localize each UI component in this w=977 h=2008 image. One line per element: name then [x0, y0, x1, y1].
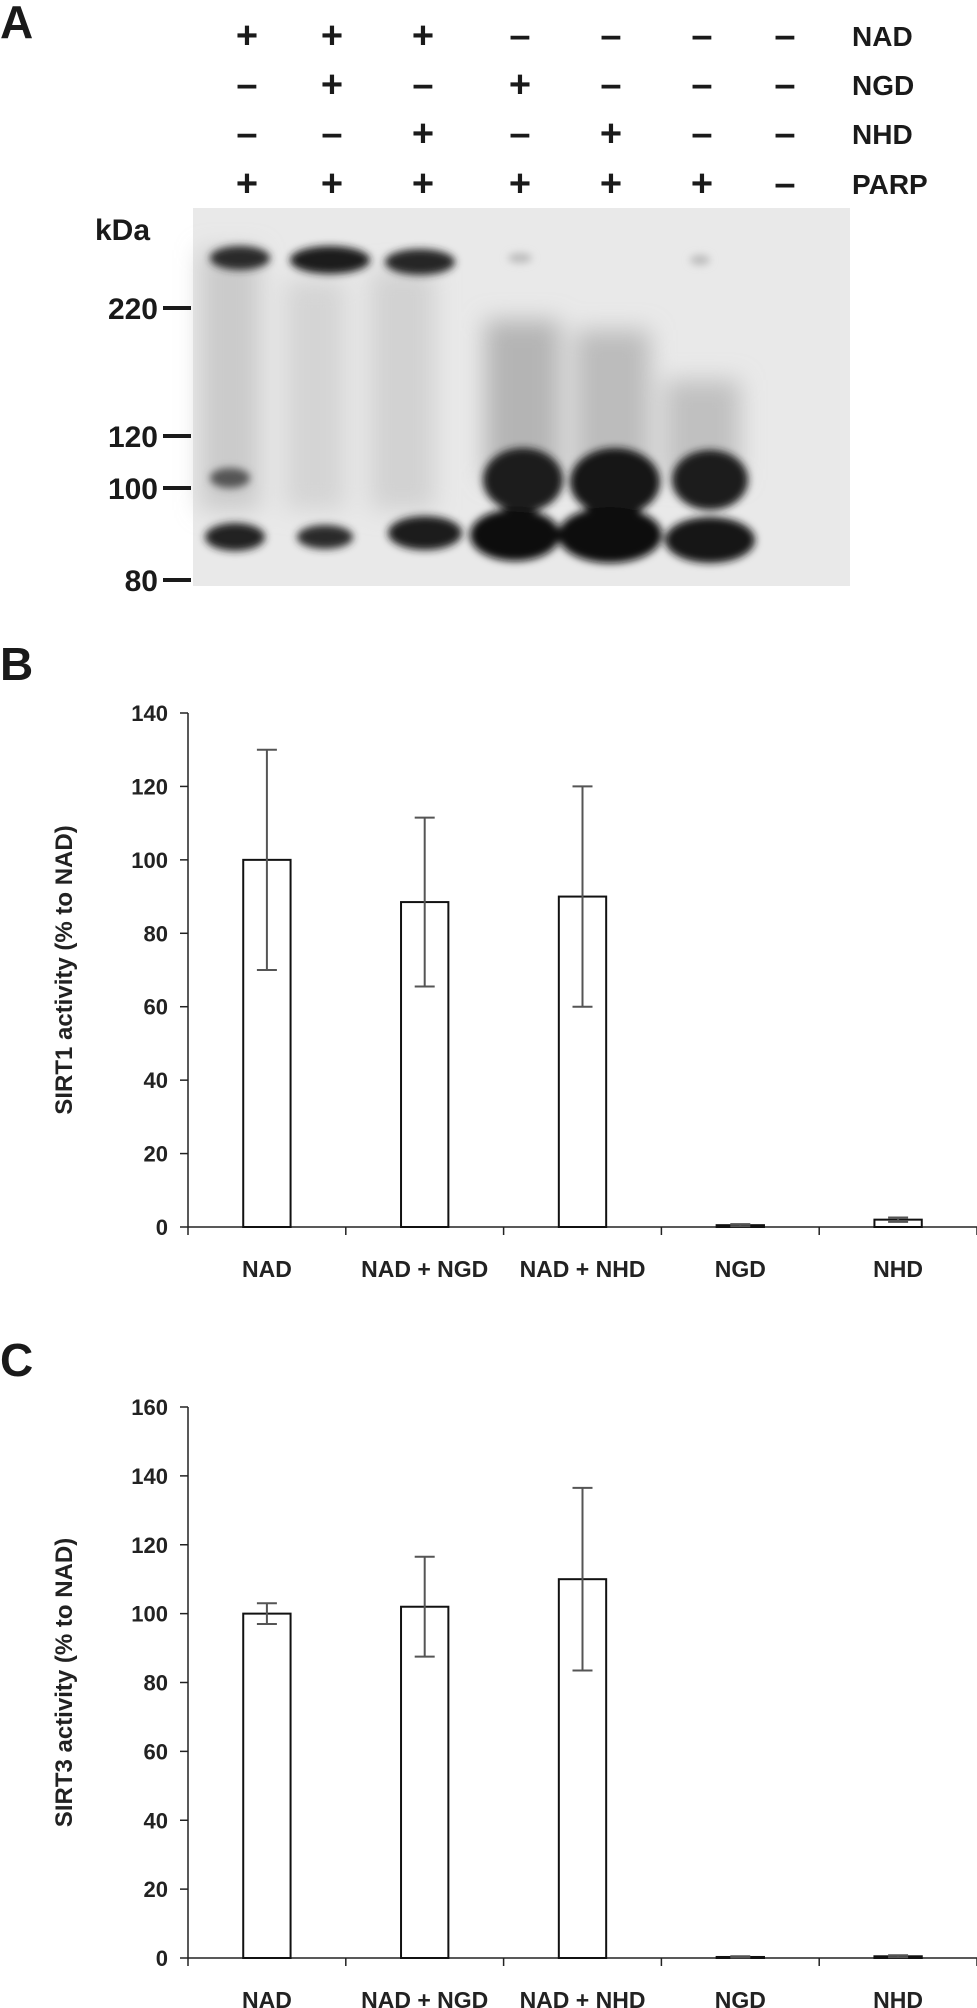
condition-sign: +: [236, 15, 258, 57]
y-tick-label: 0: [156, 1215, 168, 1240]
condition-sign: +: [412, 15, 434, 57]
condition-sign: –: [236, 113, 257, 155]
x-category-label: NGD: [715, 1256, 766, 1282]
x-category-label: NAD + NHD: [520, 1256, 646, 1282]
condition-sign: –: [509, 113, 530, 155]
x-category-label: NAD: [242, 1987, 292, 2008]
condition-sign: +: [691, 163, 713, 205]
y-tick-label: 160: [131, 1395, 168, 1420]
condition-grid: + + + – – – – NAD – + – + – – – NGD – – + – + – – NHD + + + + + + – PAR…: [236, 15, 928, 205]
y-tick-label: 60: [144, 1739, 168, 1764]
mw-marker-label: 120: [108, 421, 158, 454]
y-tick-label: 120: [131, 774, 168, 799]
condition-sign: +: [600, 163, 622, 205]
x-category-label: NHD: [873, 1256, 923, 1282]
x-category-label: NAD + NGD: [361, 1256, 488, 1282]
condition-sign: –: [691, 113, 712, 155]
mw-marker-label: 100: [108, 473, 158, 506]
condition-sign: +: [321, 15, 343, 57]
x-category-label: NAD + NHD: [520, 1987, 646, 2008]
y-tick-label: 140: [131, 1464, 168, 1489]
condition-label: PARP: [852, 169, 928, 200]
condition-sign: –: [774, 163, 795, 205]
y-tick-label: 20: [144, 1877, 168, 1902]
sirt1-bar-chart: 0 20 40 60 80 100 120 140 NAD NAD + NGD NAD + NHD N…: [51, 701, 977, 1282]
bar: [400, 1605, 450, 1960]
condition-sign: +: [412, 163, 434, 205]
y-tick-label: 0: [156, 1946, 168, 1971]
panel-b-letter: B: [0, 638, 33, 690]
condition-sign: –: [691, 64, 712, 106]
y-tick-label: 60: [144, 995, 168, 1020]
condition-sign: +: [509, 64, 531, 106]
y-tick-label: 80: [144, 1671, 168, 1696]
sirt3-bar-chart: 0 20 40 60 80 100 120 140 160 NAD NAD + NGD NAD + N…: [51, 1395, 977, 2008]
condition-sign: –: [774, 15, 795, 57]
x-category-label: NHD: [873, 1987, 923, 2008]
panel-b: B 0 20 40 60 80 100 120 140 NAD NAD + NGD NAD + NH…: [0, 638, 977, 1282]
y-tick-label: 100: [131, 848, 168, 873]
y-tick-label: 40: [144, 1808, 168, 1833]
condition-sign: –: [691, 15, 712, 57]
y-tick-label: 80: [144, 921, 168, 946]
y-tick-label: 20: [144, 1142, 168, 1167]
western-blot: [193, 208, 850, 586]
condition-label: NAD: [852, 21, 913, 52]
condition-sign: +: [321, 163, 343, 205]
condition-sign: –: [509, 15, 530, 57]
condition-sign: –: [412, 64, 433, 106]
condition-sign: –: [600, 15, 621, 57]
condition-sign: –: [321, 113, 342, 155]
y-tick-label: 120: [131, 1533, 168, 1558]
condition-sign: +: [600, 113, 622, 155]
panel-c-letter: C: [0, 1334, 33, 1386]
y-tick-label: 100: [131, 1602, 168, 1627]
blot-bands: [205, 246, 755, 563]
panel-c: C 0 20 40 60 80 100 120 140 160 NAD NAD + NGD NAD +…: [0, 1334, 977, 2008]
condition-sign: +: [509, 163, 531, 205]
panel-a-letter: A: [0, 0, 33, 48]
condition-label: NHD: [852, 119, 913, 150]
condition-sign: +: [412, 113, 434, 155]
condition-sign: –: [600, 64, 621, 106]
mw-marker-label: 80: [125, 565, 158, 598]
mw-markers: 220 120 100 80: [108, 293, 191, 598]
bar: [242, 1612, 292, 1959]
y-axis-title: SIRT3 activity (% to NAD): [51, 1538, 78, 1827]
condition-sign: –: [774, 64, 795, 106]
x-category-label: NGD: [715, 1987, 766, 2008]
condition-sign: +: [321, 64, 343, 106]
y-tick-label: 140: [131, 701, 168, 726]
y-tick-label: 40: [144, 1068, 168, 1093]
x-category-label: NAD + NGD: [361, 1987, 488, 2008]
x-category-label: NAD: [242, 1256, 292, 1282]
condition-label: NGD: [852, 70, 914, 101]
panel-a: A + + + – – – – NAD – + – + – – – NGD – – + – + – – NHD + + + + + + – P…: [0, 0, 928, 598]
condition-sign: +: [236, 163, 258, 205]
mw-marker-label: 220: [108, 293, 158, 326]
kda-label: kDa: [95, 214, 150, 247]
y-axis-title: SIRT1 activity (% to NAD): [51, 825, 78, 1114]
condition-sign: –: [236, 64, 257, 106]
condition-sign: –: [774, 113, 795, 155]
